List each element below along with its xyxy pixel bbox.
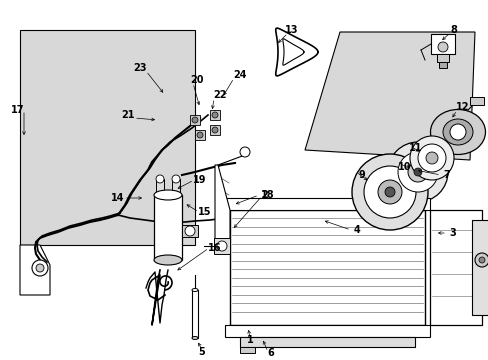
Text: 5: 5 [198,347,205,357]
Bar [438,62,446,68]
Bar [214,238,229,254]
Text: 21: 21 [121,110,135,120]
Text: 22: 22 [213,90,226,100]
Bar [209,110,220,120]
Text: 12: 12 [455,102,469,112]
Polygon shape [240,347,254,353]
Circle shape [172,175,180,183]
Text: 8: 8 [449,25,456,35]
Circle shape [449,124,465,140]
Circle shape [363,166,415,218]
Circle shape [377,180,401,204]
Circle shape [212,112,218,118]
Text: 7: 7 [443,170,449,180]
Bar [240,337,414,347]
Text: 14: 14 [111,193,124,203]
Circle shape [32,260,48,276]
Polygon shape [215,165,229,240]
Polygon shape [20,245,50,295]
Text: 18: 18 [261,190,274,200]
Circle shape [192,117,198,123]
Text: 19: 19 [193,175,206,185]
Ellipse shape [429,109,485,154]
Ellipse shape [192,337,198,339]
Text: 20: 20 [190,75,203,85]
Bar [154,195,182,260]
Circle shape [387,142,447,202]
Ellipse shape [442,119,472,145]
Bar [429,210,481,325]
Text: 16: 16 [208,243,221,253]
Text: 10: 10 [397,162,411,172]
Circle shape [351,154,427,230]
Circle shape [384,187,394,197]
Bar [224,325,429,337]
Ellipse shape [192,288,198,292]
Circle shape [36,264,44,272]
Bar [192,290,198,338]
Bar [469,97,483,105]
Text: 24: 24 [233,70,246,80]
Circle shape [425,152,437,164]
Circle shape [437,42,447,52]
Circle shape [474,253,488,267]
Text: 4: 4 [353,225,360,235]
Bar [156,179,163,195]
Circle shape [413,168,421,176]
Polygon shape [20,30,195,245]
Bar [182,225,198,237]
Text: 23: 23 [133,63,146,73]
Text: 11: 11 [408,143,422,153]
Bar [229,210,424,325]
Circle shape [478,257,484,263]
Polygon shape [305,32,474,160]
Bar [190,115,200,125]
Bar [172,179,180,195]
Circle shape [407,162,427,182]
Circle shape [156,175,163,183]
Bar [436,54,448,62]
Circle shape [409,136,453,180]
Circle shape [212,127,218,133]
Bar [224,198,429,210]
Circle shape [184,226,195,236]
Circle shape [197,132,203,138]
Bar [209,125,220,135]
Text: 17: 17 [11,105,25,115]
Circle shape [217,241,226,251]
Text: 9: 9 [358,170,365,180]
Circle shape [397,152,437,192]
Text: 15: 15 [198,207,211,217]
Text: 1: 1 [246,335,253,345]
Bar [195,130,204,140]
Bar [430,34,454,54]
Bar [471,220,488,315]
Circle shape [240,147,249,157]
Text: 13: 13 [285,25,298,35]
Text: 6: 6 [267,348,274,358]
Ellipse shape [154,190,182,200]
Ellipse shape [154,255,182,265]
Text: 2: 2 [261,190,268,200]
Circle shape [417,144,445,172]
Text: 3: 3 [448,228,455,238]
